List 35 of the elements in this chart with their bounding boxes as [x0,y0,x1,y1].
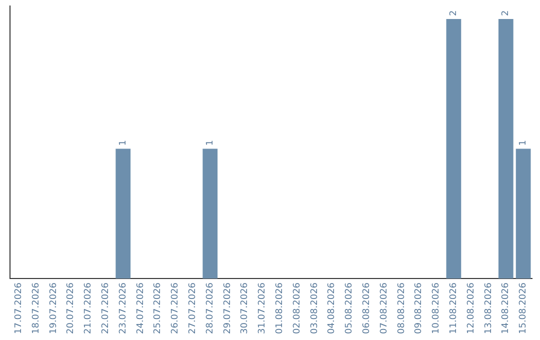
x-tick-label: 22.07.2026 [101,282,112,334]
x-tick-label: 29.07.2026 [222,282,233,334]
x-tick-label: 06.08.2026 [362,282,372,334]
x-tick-label: 02.08.2026 [292,282,302,334]
data-label: 1 [518,140,529,146]
x-tick-label: 18.07.2026 [31,282,42,334]
x-tick-label: 26.07.2026 [170,282,181,334]
x-tick-label: 24.07.2026 [136,282,146,334]
x-tick-label: 27.07.2026 [188,282,198,334]
x-tick-label: 10.08.2026 [432,282,442,334]
x-tick-label: 25.07.2026 [153,282,164,334]
data-label: 1 [205,140,216,146]
x-tick-label: 20.07.2026 [66,282,76,334]
x-tick-label: 09.08.2026 [414,282,424,334]
data-label: 1 [118,140,128,146]
x-tick-label: 04.08.2026 [327,282,338,334]
x-tick-label: 12.08.2026 [466,282,476,334]
x-tick-label: 07.08.2026 [379,282,390,334]
x-tick-label: 17.07.2026 [14,282,24,334]
x-tick-label: 15.08.2026 [518,282,529,334]
x-tick-label: 19.07.2026 [48,282,59,334]
x-tick-label: 13.08.2026 [484,282,494,334]
x-tick-label: 11.08.2026 [449,282,460,334]
x-tick-label: 30.07.2026 [240,282,250,334]
x-tick-label: 03.08.2026 [310,282,320,334]
x-tick-label: 21.07.2026 [84,282,94,334]
data-label: 2 [449,10,460,16]
x-tick-label: 14.08.2026 [501,282,512,334]
x-tick-label: 28.07.2026 [205,282,216,334]
x-tick-label: 01.08.2026 [275,282,286,334]
data-label: 2 [501,10,512,16]
x-tick-label: 05.08.2026 [344,282,355,334]
x-tick-label: 23.07.2026 [118,282,128,334]
x-tick-label: 08.08.2026 [396,282,407,334]
x-tick-label: 31.07.2026 [258,282,268,334]
